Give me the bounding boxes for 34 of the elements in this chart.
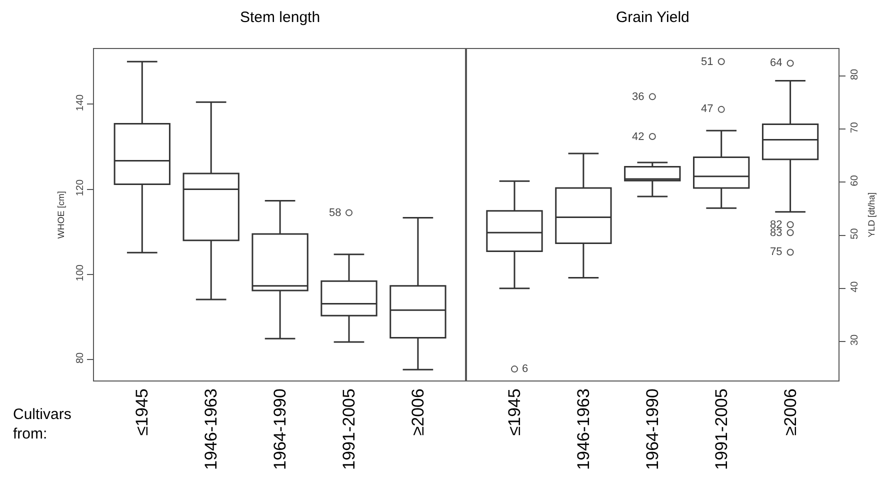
annotation: 6 (522, 363, 528, 375)
annotation: 58 (329, 207, 342, 219)
y-tick-label: 80 (74, 352, 86, 364)
y-tick-label: 30 (850, 334, 861, 346)
chart-title: Stem length (240, 9, 320, 26)
x-tick-label: 1946-1963 (202, 388, 221, 470)
x-tick-label: 1946-1963 (574, 388, 593, 470)
text: Cultivars from: (13, 406, 72, 442)
annotation: 36 (632, 91, 644, 103)
y-axis-title: WHOE [cm] (56, 191, 66, 239)
chart-title: Grain Yield (616, 9, 690, 26)
y-tick-label: 140 (74, 94, 86, 112)
y-tick-label: 50 (850, 228, 861, 240)
annotation: 51 (701, 56, 714, 68)
annotation: 47 (701, 103, 714, 115)
x-tick-label: 1991-2005 (712, 388, 731, 470)
x-tick-label: 1964-1990 (642, 388, 662, 470)
x-tick-label: ≤1945 (132, 388, 152, 436)
x-tick-label: ≤1945 (505, 388, 524, 436)
y-tick-label: 120 (74, 179, 86, 196)
y-tick-label: 100 (74, 264, 86, 282)
y-tick-label: 40 (850, 280, 861, 292)
annotation: 83 (770, 227, 782, 239)
y-tick-label: 60 (850, 174, 861, 186)
x-tick-label: 1964-1990 (270, 388, 290, 470)
x-tick-label: ≥2006 (408, 388, 428, 436)
x-tick-label: ≥2006 (780, 388, 800, 436)
annotation: 42 (632, 131, 644, 143)
annotation: 75 (770, 246, 782, 258)
annotation: 64 (770, 57, 782, 69)
y-tick-label: 80 (850, 68, 861, 80)
x-tick-label: 1991-2005 (340, 388, 359, 470)
y-tick-label: 70 (850, 122, 861, 134)
y-axis-title: YLD [dt/ha] (866, 192, 876, 238)
